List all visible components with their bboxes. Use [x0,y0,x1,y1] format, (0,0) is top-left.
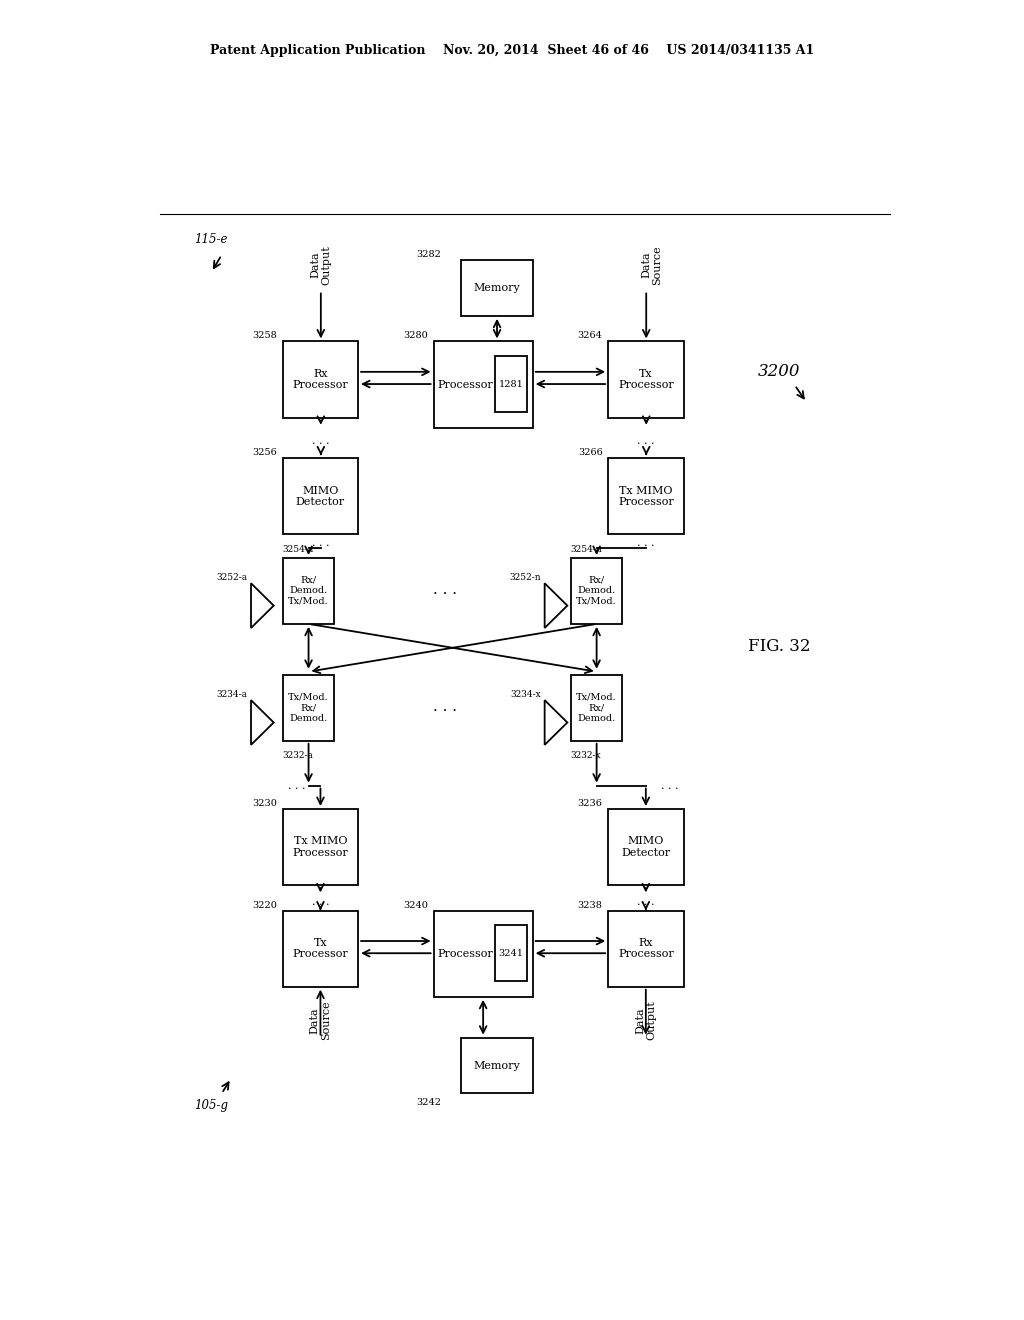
Text: . . .: . . . [638,537,655,548]
Text: Tx/Mod.
Rx/
Demod.: Tx/Mod. Rx/ Demod. [577,693,617,722]
FancyBboxPatch shape [461,260,532,315]
Text: Tx
Processor: Tx Processor [617,368,674,391]
Text: 3252-n: 3252-n [509,573,541,582]
FancyBboxPatch shape [495,356,526,412]
Text: Data
Output: Data Output [635,1001,656,1040]
FancyBboxPatch shape [608,342,684,417]
Text: Tx
Processor: Tx Processor [293,937,348,960]
FancyBboxPatch shape [608,911,684,987]
Text: 3254-a: 3254-a [283,545,314,554]
Text: 3266: 3266 [578,447,602,457]
Text: Rx/
Demod.
Tx/Mod.: Rx/ Demod. Tx/Mod. [288,576,329,606]
FancyBboxPatch shape [283,342,358,417]
Text: Tx/Mod.
Rx/
Demod.: Tx/Mod. Rx/ Demod. [288,693,329,722]
Text: 3234-a: 3234-a [216,689,247,698]
FancyBboxPatch shape [461,1038,532,1093]
FancyBboxPatch shape [433,342,532,428]
Text: MIMO
Detector: MIMO Detector [296,486,345,507]
FancyBboxPatch shape [283,911,358,987]
Text: 3252-a: 3252-a [216,573,247,582]
Text: 3238: 3238 [578,902,602,909]
Text: . . .: . . . [311,898,329,907]
FancyBboxPatch shape [283,558,334,624]
Polygon shape [251,700,273,744]
Text: . . .: . . . [660,780,678,791]
Text: . . .: . . . [312,436,330,446]
Text: 1281: 1281 [499,380,523,388]
Polygon shape [545,700,567,744]
FancyBboxPatch shape [608,458,684,535]
Text: Processor: Processor [437,380,494,389]
FancyBboxPatch shape [283,809,358,886]
Text: 3258: 3258 [253,331,278,339]
Text: . . .: . . . [433,700,458,714]
Text: Rx
Processor: Rx Processor [293,368,348,391]
Text: . . .: . . . [288,780,305,791]
Text: 3282: 3282 [417,251,441,260]
Text: Processor: Processor [437,949,494,958]
Text: MIMO
Detector: MIMO Detector [622,836,671,858]
Text: 115-e: 115-e [195,234,228,247]
Text: Data
Output: Data Output [310,246,332,285]
Text: FIG. 32: FIG. 32 [748,638,810,655]
FancyBboxPatch shape [283,675,334,741]
Text: 3280: 3280 [403,331,428,339]
Polygon shape [251,583,273,628]
Text: 3232-x: 3232-x [570,751,601,760]
FancyBboxPatch shape [570,675,623,741]
Text: Tx MIMO
Processor: Tx MIMO Processor [293,836,348,858]
Text: . . .: . . . [433,583,458,598]
FancyBboxPatch shape [570,558,623,624]
Text: Rx/
Demod.
Tx/Mod.: Rx/ Demod. Tx/Mod. [577,576,617,606]
Text: 3236: 3236 [578,800,602,808]
Text: 3256: 3256 [253,447,278,457]
Text: Patent Application Publication    Nov. 20, 2014  Sheet 46 of 46    US 2014/03411: Patent Application Publication Nov. 20, … [210,44,814,57]
Text: 3241: 3241 [499,949,523,958]
Text: 3200: 3200 [758,363,800,380]
Text: Rx
Processor: Rx Processor [617,937,674,960]
Text: Memory: Memory [474,282,520,293]
Text: Memory: Memory [474,1060,520,1071]
Text: 3254-n: 3254-n [570,545,602,554]
FancyBboxPatch shape [495,925,526,981]
Text: 105-g: 105-g [195,1100,228,1113]
Text: 3220: 3220 [252,902,278,909]
Text: 3242: 3242 [417,1097,441,1106]
FancyBboxPatch shape [433,911,532,997]
Polygon shape [545,583,567,628]
FancyBboxPatch shape [608,809,684,886]
Text: 3240: 3240 [403,902,428,909]
FancyBboxPatch shape [283,458,358,535]
Text: Tx MIMO
Processor: Tx MIMO Processor [617,486,674,507]
Text: Data
Source: Data Source [309,1001,331,1040]
Text: . . .: . . . [637,898,654,907]
Text: 3230: 3230 [252,800,278,808]
Text: 3232-a: 3232-a [283,751,313,760]
Text: . . .: . . . [638,436,655,446]
Text: . . .: . . . [312,537,330,548]
Text: 3264: 3264 [578,331,602,339]
Text: 3234-x: 3234-x [510,689,541,698]
Text: Data
Source: Data Source [641,246,663,285]
